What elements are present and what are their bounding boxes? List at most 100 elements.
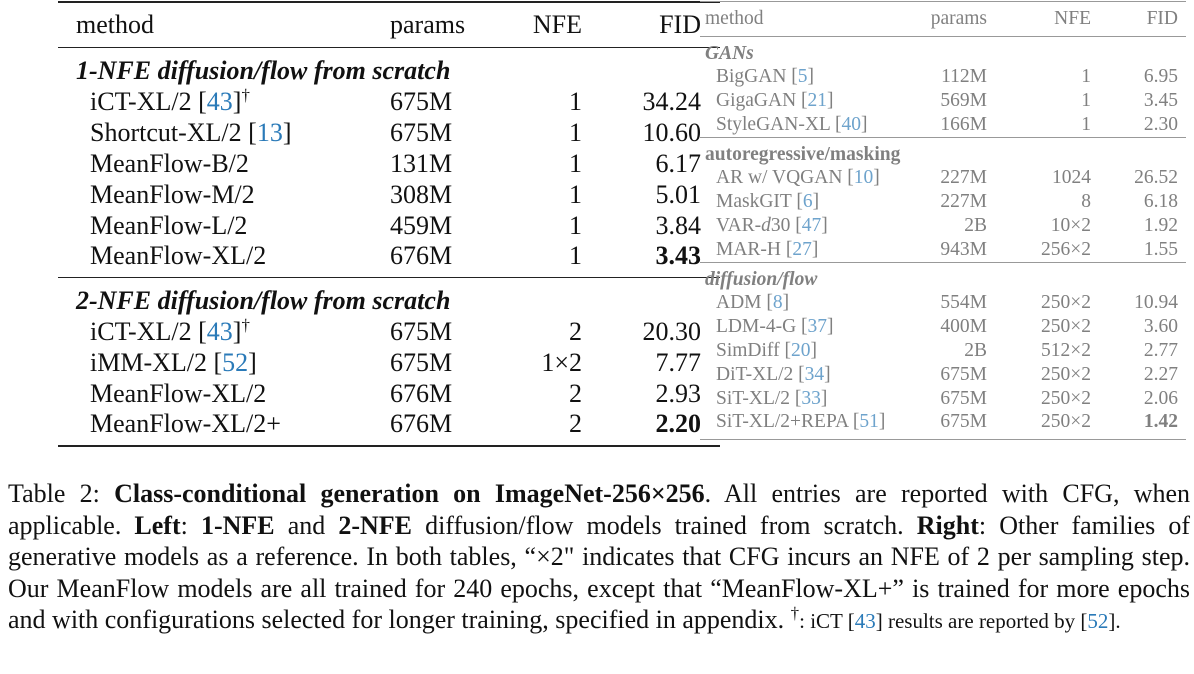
cell: 1.92 (1143, 215, 1178, 236)
table-row: iCT-XL/2 [43]† 675M 2 20.30 (58, 316, 720, 347)
table-row: MeanFlow-L/2 459M 1 3.84 (58, 210, 720, 241)
cell: 1 (569, 179, 582, 209)
cell: 6.17 (655, 148, 702, 178)
text-segment: BigGAN [ (716, 66, 798, 87)
text-segment: GigaGAN [ (716, 90, 808, 111)
cell: 2B (964, 340, 987, 361)
table-row: MeanFlow-XL/2 676M 1 3.43 (58, 241, 720, 278)
text-segment: † (241, 84, 250, 104)
text-segment: ] (248, 347, 257, 377)
cell: 1 (569, 210, 582, 240)
text-segment: . All entries are reported with CFG, whe… (8, 479, 1191, 540)
text-segment: : Other families of generative models as… (8, 510, 1190, 635)
text-segment: iCT-XL/2 [ (90, 86, 207, 116)
cell: SiT-XL/2 [33] (700, 387, 915, 411)
cell: MeanFlow-XL/2 (58, 378, 372, 409)
cell: 676M (372, 241, 516, 278)
cell: 308M (390, 179, 453, 209)
cell: ADM [8] (700, 291, 915, 315)
text-segment: 2-NFE (338, 510, 412, 540)
cell: FID (1101, 1, 1186, 37)
cell: MeanFlow-M/2 (58, 179, 372, 210)
table-row: AR w/ VQGAN [10] 227M 1024 26.52 (700, 166, 1186, 190)
text-segment: diffusion/flow models trained from scrat… (412, 510, 917, 540)
cell: 7.77 (655, 347, 702, 377)
cell: params (372, 2, 516, 48)
text-segment: ] (232, 316, 242, 346)
cell: SiT-XL/2+REPA [51] (700, 411, 915, 440)
text-segment: ] (827, 90, 834, 111)
cell: 2.20 (592, 409, 720, 447)
cell: 2 (569, 378, 582, 408)
cell: 3.45 (1143, 90, 1178, 111)
cell: 1 (1081, 66, 1091, 87)
table-row: SiT-XL/2+REPA [51] 675M 250×2 1.42 (700, 411, 1186, 440)
cell: 1×2 (541, 347, 582, 377)
table-row: MeanFlow-XL/2+ 676M 2 2.20 (58, 409, 720, 447)
cell: FID (592, 2, 720, 48)
cell: Shortcut-XL/2 [13] (58, 117, 372, 148)
cell: 10×2 (1050, 215, 1091, 236)
table-row: GigaGAN [21] 569M 1 3.45 (700, 89, 1186, 113)
citation: 8 (772, 292, 783, 313)
text-segment: ] (812, 191, 820, 212)
text-segment: ] (873, 167, 880, 188)
section-row: autoregressive/masking (700, 137, 1186, 166)
cell: 675M (390, 316, 453, 346)
section-row: GANs (700, 37, 1186, 66)
citation: 10 (853, 167, 874, 188)
text-segment: SiT-XL/2+REPA [ (716, 411, 860, 432)
cell: 1.42 (1143, 411, 1178, 432)
cell: 6.18 (1143, 191, 1178, 212)
caption: Table 2: Class-conditional generation on… (8, 478, 1190, 638)
cell: 20.30 (642, 316, 702, 346)
cell: 676M (390, 378, 453, 408)
cell: method (58, 2, 372, 48)
text-segment: Right (916, 510, 979, 540)
cell: diffusion/flow (700, 262, 1186, 291)
text-segment: MeanFlow-M/2 (90, 179, 255, 209)
cell: 2 (569, 316, 582, 346)
text-segment: Class-conditional generation on ImageNet… (114, 479, 705, 508)
cell: 676M (372, 409, 516, 447)
cell: 1 (569, 117, 582, 147)
cell: 34.24 (642, 86, 702, 116)
right-table: method params NFE FID GANs BigGAN [5] 112M 1 6.9… (700, 1, 1186, 440)
text-segment: StyleGAN-XL [ (716, 114, 842, 135)
text-segment: VAR- (716, 215, 762, 236)
text-segment: LDM-4-G [ (716, 316, 808, 337)
text-segment: d (761, 215, 771, 236)
citation: 5 (797, 66, 808, 87)
cell: 250×2 (1041, 316, 1091, 337)
citation: 37 (807, 316, 828, 337)
cell: 166M (940, 114, 987, 135)
text-segment: ADM [ (716, 292, 773, 313)
text-segment: MeanFlow-XL/2+ (90, 409, 281, 438)
text-segment: 1-NFE (200, 510, 275, 540)
text-segment: 30 [ (770, 215, 802, 236)
cell: 1024 (1052, 167, 1091, 188)
cell: BigGAN [5] (700, 65, 915, 89)
text-segment: SimDiff [ (716, 340, 791, 361)
cell: 2.77 (1143, 340, 1178, 361)
text-segment: ] (824, 364, 831, 385)
cell: 2.27 (1143, 364, 1178, 385)
cell: 1 (1081, 90, 1091, 111)
cell: 675M (390, 347, 453, 377)
citation: 34 (804, 364, 825, 385)
text-segment: MeanFlow-L/2 (90, 210, 248, 240)
table-row: StyleGAN-XL [40] 166M 1 2.30 (700, 113, 1186, 138)
text-segment: ] (232, 86, 242, 116)
text-segment: iMM-XL/2 [ (90, 347, 223, 377)
cell: 3.60 (1143, 316, 1178, 337)
cell: MAR-H [27] (700, 238, 915, 263)
text-segment: Table 2: (8, 479, 115, 508)
citation: 43 (206, 86, 233, 116)
text-segment: : iCT [ (799, 609, 855, 634)
cell: 256×2 (1041, 239, 1091, 260)
text-segment: ] results are reported by [ (875, 609, 1088, 634)
citation: 40 (841, 114, 861, 135)
cell: 26.52 (1134, 167, 1178, 188)
cell: MeanFlow-XL/2 (58, 241, 372, 278)
text-segment: DiT-XL/2 [ (716, 364, 805, 385)
